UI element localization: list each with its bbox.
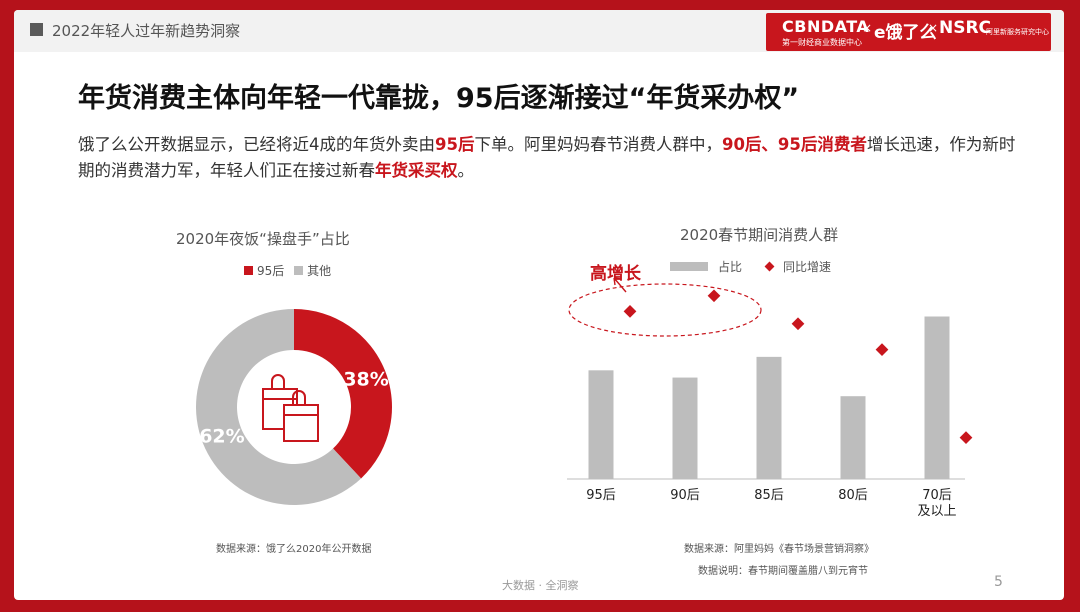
growth-point bbox=[623, 304, 637, 318]
para-highlight: 90后、95后消费者 bbox=[721, 135, 867, 154]
legend-label: 同比增速 bbox=[783, 260, 832, 274]
shopping-bags-icon bbox=[262, 374, 319, 442]
bar bbox=[672, 377, 698, 479]
summary-paragraph: 饿了么公开数据显示，已经将近4成的年货外卖由95后下单。阿里妈妈春节消费人群中，… bbox=[78, 132, 1018, 184]
bar bbox=[924, 316, 950, 479]
legend-label: 占比 bbox=[718, 260, 743, 274]
high-growth-ellipse bbox=[568, 283, 762, 337]
section-square-icon bbox=[30, 23, 43, 36]
brand-separator: × bbox=[862, 21, 873, 35]
growth-point bbox=[959, 431, 973, 444]
legend-label: 95后 bbox=[257, 264, 285, 278]
bar bbox=[840, 396, 866, 479]
legend-swatch-other bbox=[294, 266, 304, 275]
donut-slice bbox=[294, 309, 392, 479]
headline: 年货消费主体向年轻一代靠拢，95后逐渐接过“年货采办权” bbox=[78, 83, 800, 114]
donut-slice bbox=[195, 309, 362, 505]
para-text: 增长迅速，作为新时期的消费潜力军，年轻人们正在接过新春 bbox=[78, 135, 1016, 180]
para-text: 。 bbox=[457, 161, 475, 180]
donut-legend: 95后 其他 bbox=[244, 262, 331, 279]
bar-source: 数据来源：阿里妈妈《春节场景营销洞察》 bbox=[684, 544, 874, 555]
para-highlight: 95后 bbox=[435, 135, 475, 154]
brand-banner: CBNDATA 第一财经商业数据中心 × e饿了么 × NSRC 阿里新服务研究… bbox=[766, 13, 1051, 51]
cbndata-subtitle: 第一财经商业数据中心 bbox=[782, 38, 862, 47]
bar bbox=[588, 370, 614, 479]
bar bbox=[756, 356, 782, 479]
nsrc-logo: NSRC bbox=[939, 18, 992, 38]
bar-legend: 占比 同比增速 bbox=[670, 258, 831, 275]
cbndata-logo: CBNDATA bbox=[782, 17, 870, 36]
x-tick-label: 及以上 bbox=[917, 504, 956, 519]
x-tick-label: 95后 bbox=[586, 488, 616, 503]
donut-value-label: 38% bbox=[343, 368, 388, 390]
legend-swatch-95 bbox=[244, 266, 253, 275]
brand-separator: × bbox=[928, 21, 939, 35]
para-text: 下单。阿里妈妈春节消费人群中， bbox=[474, 135, 722, 154]
x-tick-label: 80后 bbox=[838, 488, 868, 503]
donut-title: 2020年夜饭“操盘手”占比 bbox=[176, 230, 350, 248]
slide: 2022年轻人过年新趋势洞察 CBNDATA 第一财经商业数据中心 × e饿了么… bbox=[14, 10, 1064, 600]
x-tick-label: 70后 bbox=[922, 488, 952, 503]
annotation-arrow bbox=[613, 277, 627, 293]
annotation-arrowhead bbox=[613, 277, 622, 286]
growth-point bbox=[791, 317, 805, 331]
high-growth-annotation: 高增长 bbox=[590, 264, 641, 284]
bar-note: 数据说明：春节期间覆盖腊八到元宵节 bbox=[698, 566, 868, 577]
footer-tagline: 大数据 · 全洞察 bbox=[502, 579, 579, 592]
para-text: 饿了么公开数据显示，已经将近4成的年货外卖由 bbox=[78, 135, 435, 154]
donut-chart: 38% 62% bbox=[195, 309, 392, 505]
nsrc-subtitle: 阿里新服务研究中心 bbox=[986, 28, 1049, 36]
growth-point bbox=[875, 343, 889, 356]
x-tick-label: 90后 bbox=[670, 488, 700, 503]
donut-value-label: 62% bbox=[199, 426, 244, 448]
legend-label: 其他 bbox=[307, 264, 332, 278]
top-bar: 2022年轻人过年新趋势洞察 CBNDATA 第一财经商业数据中心 × e饿了么… bbox=[14, 10, 1064, 52]
page-number: 5 bbox=[994, 574, 1003, 590]
bar-chart-title: 2020春节期间消费人群 bbox=[680, 226, 839, 244]
growth-point bbox=[707, 289, 721, 303]
para-highlight: 年货采买权 bbox=[375, 161, 458, 180]
legend-bar-swatch bbox=[670, 262, 708, 271]
donut-source: 数据来源：饿了么2020年公开数据 bbox=[216, 544, 372, 555]
section-title: 2022年轻人过年新趋势洞察 bbox=[52, 22, 241, 40]
x-tick-label: 85后 bbox=[754, 488, 784, 503]
eleme-logo: e饿了么 bbox=[874, 23, 937, 43]
